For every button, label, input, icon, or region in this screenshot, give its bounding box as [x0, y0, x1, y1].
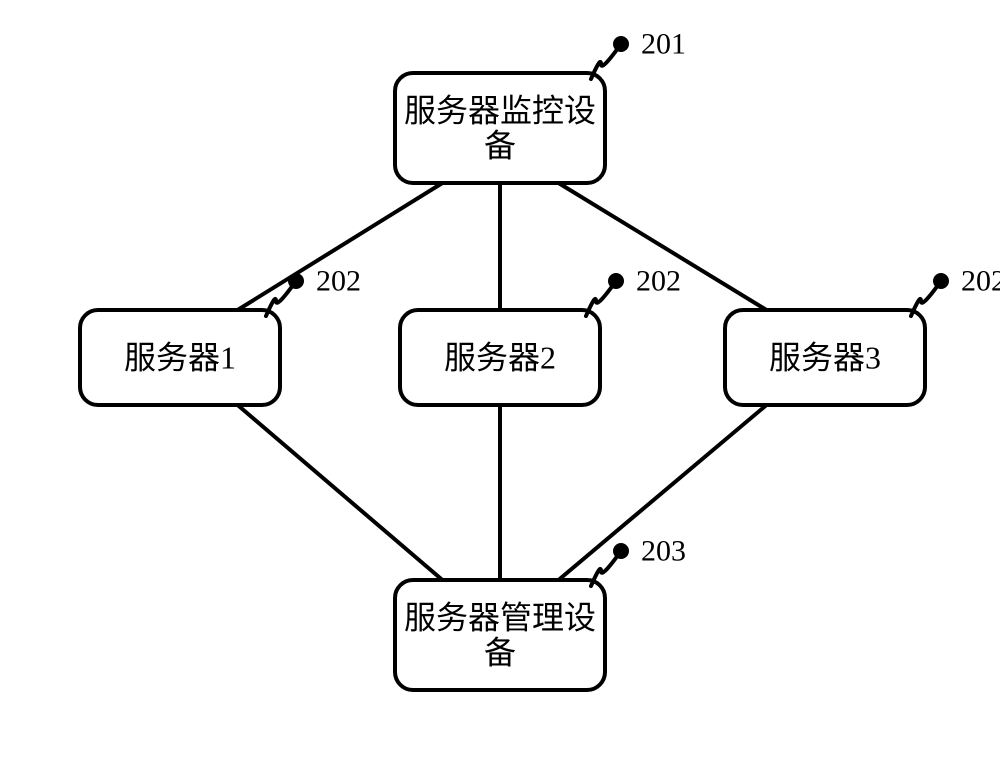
node-label: 服务器2 [444, 340, 556, 376]
node-label-line2: 备 [484, 635, 516, 671]
node-label-line2: 备 [484, 128, 516, 164]
callout-bulb [288, 273, 304, 289]
node-label-line1: 服务器监控设 [404, 92, 596, 128]
edge [238, 405, 443, 580]
callout-bulb [613, 543, 629, 559]
reference-number: 202 [961, 265, 1000, 298]
callout-bulb [608, 273, 624, 289]
reference-number: 202 [636, 265, 681, 298]
reference-number: 201 [641, 28, 686, 61]
reference-number: 203 [641, 535, 686, 568]
node-label: 服务器1 [124, 340, 236, 376]
node-label: 服务器3 [769, 340, 881, 376]
reference-number: 202 [316, 265, 361, 298]
nodes-layer: 服务器监控设备 201 服务器1 202 服务器2 202 服务器3 202 服务器管理设备 20… [80, 28, 1000, 691]
server-topology-diagram: 服务器监控设备 201 服务器1 202 服务器2 202 服务器3 202 服务器管理设备 20… [0, 0, 1000, 763]
callout-bulb [933, 273, 949, 289]
callout-bulb [613, 36, 629, 52]
node-label-line1: 服务器管理设 [404, 599, 596, 635]
